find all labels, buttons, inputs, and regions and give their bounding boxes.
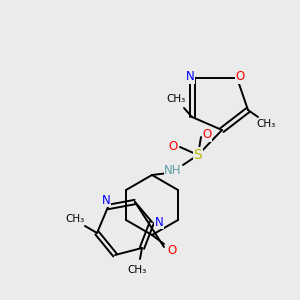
Text: CH₃: CH₃ bbox=[256, 119, 276, 129]
Text: CH₃: CH₃ bbox=[167, 94, 186, 104]
Text: N: N bbox=[186, 70, 194, 83]
Text: N: N bbox=[154, 215, 164, 229]
Text: O: O bbox=[236, 70, 244, 83]
Text: CH₃: CH₃ bbox=[65, 214, 85, 224]
Text: NH: NH bbox=[164, 164, 182, 176]
Text: N: N bbox=[102, 194, 110, 206]
Text: O: O bbox=[202, 128, 211, 142]
Text: CH₃: CH₃ bbox=[128, 265, 147, 275]
Text: O: O bbox=[167, 244, 177, 257]
Text: S: S bbox=[194, 148, 202, 162]
Text: O: O bbox=[168, 140, 178, 154]
